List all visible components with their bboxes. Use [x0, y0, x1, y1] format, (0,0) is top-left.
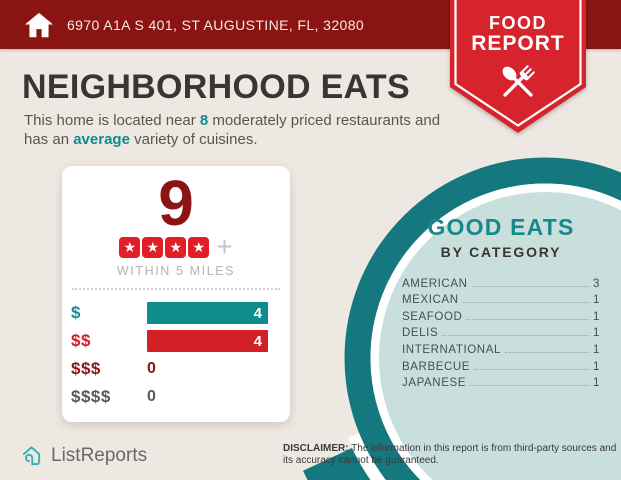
category-name: INTERNATIONAL [402, 343, 501, 356]
price-tier-label: $$$$ [71, 387, 111, 406]
disclaimer-text: DISCLAIMER: The information in this repo… [283, 443, 617, 466]
category-name: MEXICAN [402, 294, 459, 307]
dotted-leader [466, 318, 589, 320]
price-tier-row: $$$ 0 [71, 358, 281, 380]
star-icon: ★ [188, 236, 210, 258]
food-report-badge: FOOD REPORT [450, 0, 586, 133]
price-bar-track: 0 [147, 386, 268, 408]
price-zero-value: 0 [147, 388, 156, 405]
category-row: JAPANESE 1 [402, 373, 600, 390]
intro-line-2: has an average variety of cuisines. [24, 131, 258, 148]
badge-ribbon-shape [450, 0, 586, 133]
price-bar-track: 4 [147, 302, 268, 324]
plus-sign: + [216, 231, 233, 262]
badge-title-line2: REPORT [471, 32, 565, 55]
price-rows: $ 4 $$ 4 $$$ 0 $$$$ 0 [71, 302, 281, 408]
dotted-leader [471, 285, 589, 287]
category-count: 1 [593, 310, 600, 323]
star-icon: ★ [142, 236, 164, 258]
price-tier-label: $$$ [71, 359, 101, 378]
crossed-utensils-icon [502, 65, 535, 97]
price-zero-value: 0 [147, 360, 156, 377]
home-icon [24, 12, 54, 37]
good-eats-title: GOOD EATS [427, 214, 575, 240]
category-list: AMERICAN 3 MEXICAN 1 SEAFOOD 1 DELIS 1 I… [402, 273, 600, 390]
category-count: 1 [593, 343, 600, 356]
good-eats-panel: GOOD EATS BY CATEGORY AMERICAN 3 MEXICAN… [402, 214, 600, 389]
price-tier-row: $ 4 [71, 302, 281, 324]
category-count: 1 [593, 294, 600, 307]
dotted-leader [470, 385, 589, 387]
category-name: DELIS [402, 327, 439, 340]
disclaimer-label: DISCLAIMER: [283, 443, 349, 454]
intro-text: This home is located near 8 moderately p… [24, 111, 440, 149]
category-row: AMERICAN 3 [402, 273, 600, 290]
brand-name: ListReports [51, 444, 148, 466]
category-count: 3 [593, 277, 600, 290]
listreports-logo-icon [22, 446, 41, 466]
variety-highlight: average [73, 131, 130, 148]
radius-label: WITHIN 5 MILES [116, 264, 236, 278]
category-row: SEAFOOD 1 [402, 306, 600, 323]
restaurant-count-highlight: 8 [199, 112, 209, 129]
price-bar-track: 0 [147, 358, 268, 380]
restaurant-count: 9 [158, 167, 194, 239]
restaurant-stats-card: 9 ★ ★ ★ ★ + WITHIN 5 MILES $ 4 $$ 4 $$$ 0 $… [62, 166, 290, 422]
category-name: BARBECUE [402, 360, 471, 373]
dotted-leader [442, 335, 589, 337]
category-row: DELIS 1 [402, 323, 600, 340]
price-tier-label: $$ [71, 331, 91, 350]
price-bar-value: 4 [253, 304, 262, 322]
price-tier-row: $$ 4 [71, 330, 281, 352]
category-count: 1 [593, 327, 600, 340]
star-icon: ★ [165, 236, 187, 258]
intro-line-1: This home is located near 8 moderately p… [24, 112, 441, 129]
good-eats-subtitle: BY CATEGORY [440, 244, 562, 260]
price-tier-row: $$$$ 0 [71, 386, 281, 408]
star-icon: ★ [119, 236, 141, 258]
rating-row: ★ ★ ★ ★ + [62, 231, 290, 262]
dotted-leader [462, 302, 589, 304]
listreports-logo: ListReports [20, 444, 147, 467]
price-tier-label: $ [71, 303, 81, 322]
category-row: INTERNATIONAL 1 [402, 339, 600, 356]
price-bar-track: 4 [147, 330, 268, 352]
dotted-divider [72, 288, 280, 290]
page-title: NEIGHBORHOOD EATS [22, 68, 410, 106]
price-bar-value: 4 [253, 332, 262, 350]
price-bar: 4 [147, 330, 268, 352]
category-name: AMERICAN [402, 277, 468, 290]
dotted-leader [504, 351, 589, 353]
category-count: 1 [593, 360, 600, 373]
category-name: SEAFOOD [402, 310, 463, 323]
badge-title-line1: FOOD [489, 13, 547, 33]
price-bar: 4 [147, 302, 268, 324]
property-address: 6970 A1A S 401, ST AUGUSTINE, FL, 32080 [67, 16, 365, 33]
category-name: JAPANESE [402, 377, 467, 390]
category-row: BARBECUE 1 [402, 356, 600, 373]
dotted-leader [474, 368, 589, 370]
category-count: 1 [593, 377, 600, 390]
category-row: MEXICAN 1 [402, 290, 600, 307]
